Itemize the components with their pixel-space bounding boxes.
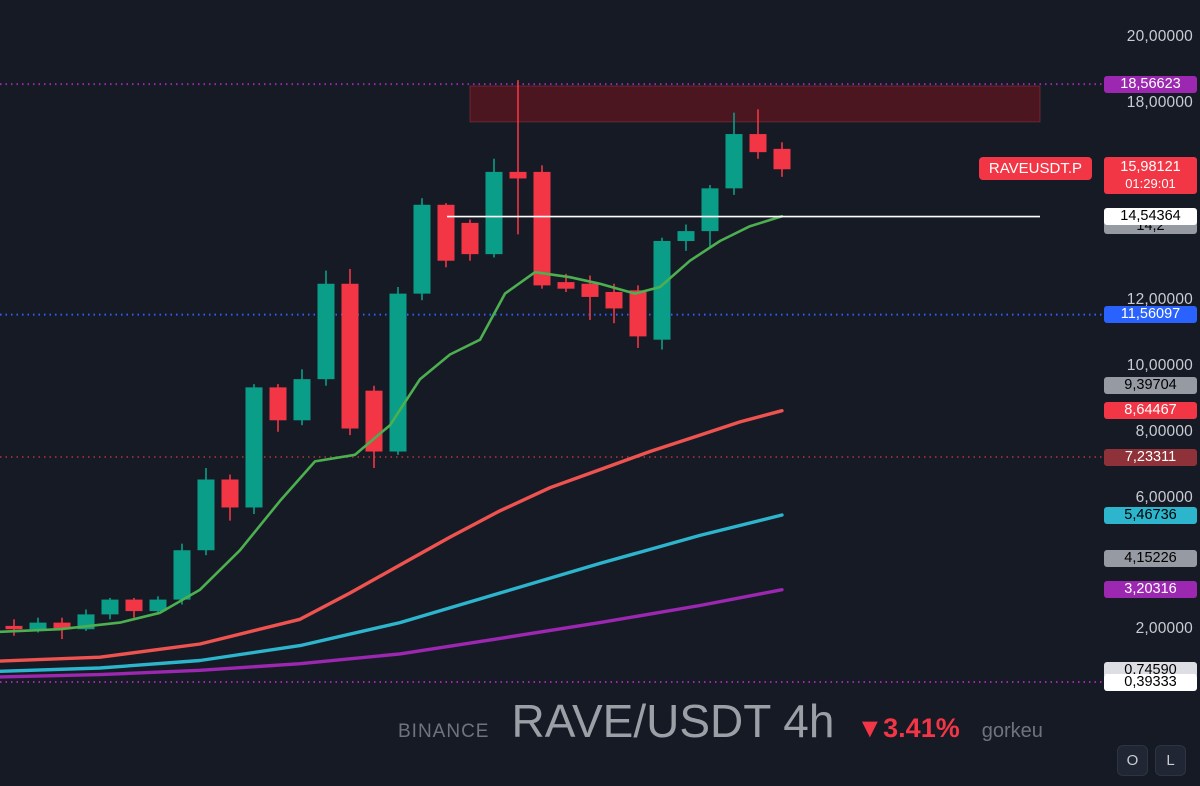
candle-body <box>29 622 47 630</box>
candle-body <box>581 283 599 297</box>
username-watermark: gorkeu <box>981 720 1043 742</box>
ma-line-slowest-purple <box>0 588 784 679</box>
candle-body <box>677 231 695 241</box>
candle-body <box>197 479 215 551</box>
bar-countdown: 01:29:01 <box>1125 176 1176 191</box>
ma-line-fast-green <box>0 215 784 634</box>
indicator-badge-9-39704[interactable]: 9,39704 <box>1104 377 1197 395</box>
candle-body <box>557 282 575 289</box>
chart-watermark: BINANCE RAVE/USDT 4h ▼3.41% gorkeu <box>398 694 1043 748</box>
axis-tick-10: 10,00000 <box>1126 357 1193 374</box>
indicator-badge-4-15226[interactable]: 4,15226 <box>1104 549 1197 567</box>
candle-body <box>317 283 335 380</box>
candle-body <box>53 622 71 630</box>
candle-body <box>293 379 311 421</box>
candle-body <box>389 293 407 452</box>
axis-tick-20: 20,00000 <box>1126 28 1193 45</box>
price-axis[interactable]: 20,00000 18,00000 12,00000 10,00000 8,00000 6… <box>1100 0 1200 786</box>
level-badge-0-39333[interactable]: 0,39333 <box>1104 673 1197 691</box>
candle-body <box>5 625 23 630</box>
candle-body <box>125 599 143 612</box>
candle-body <box>101 599 119 615</box>
candle-body <box>149 599 167 612</box>
candle-body <box>701 188 719 232</box>
candle-body <box>461 222 479 255</box>
axis-tick-8: 8,00000 <box>1135 422 1193 440</box>
candle-body <box>509 171 527 179</box>
candle-body <box>413 204 431 294</box>
ma-badge-teal-5-46736[interactable]: 5,46736 <box>1104 506 1197 524</box>
axis-tick-12: 12,00000 <box>1126 291 1193 309</box>
level-badge-18-56623[interactable]: 18,56623 <box>1104 75 1197 93</box>
candle-body <box>749 134 767 153</box>
symbol-interval-title: RAVE/USDT 4h <box>511 695 835 747</box>
ma-line-mid-red <box>0 409 784 663</box>
candle-body <box>629 290 647 337</box>
axis-tick-6: 6,00000 <box>1135 488 1193 506</box>
candle-body <box>173 550 191 600</box>
candle-body <box>341 283 359 429</box>
level-badge-7-23311[interactable]: 7,23311 <box>1104 448 1197 466</box>
axis-tick-18: 18,00000 <box>1126 93 1193 111</box>
candle-body <box>605 291 623 309</box>
candle-body <box>269 387 287 421</box>
candle-body <box>485 171 503 255</box>
corner-button-group: O L <box>1117 745 1186 776</box>
symbol-price-label[interactable]: RAVEUSDT.P <box>978 157 1092 180</box>
last-price-value: 15,98121 <box>1120 159 1181 175</box>
ma-line-slow-teal <box>0 513 784 673</box>
candle-body <box>773 148 791 170</box>
l-button[interactable]: L <box>1155 745 1186 776</box>
last-price-badge[interactable]: 15,98121 01:29:01 <box>1104 157 1197 194</box>
exchange-name: BINANCE <box>398 721 490 742</box>
o-button[interactable]: O <box>1117 745 1148 776</box>
candle-body <box>245 387 263 508</box>
price-line-badge-14-54364[interactable]: 14,54364 <box>1104 208 1197 225</box>
candle-body <box>221 479 239 508</box>
candle-body <box>725 134 743 189</box>
ma-badge-red-8-64467[interactable]: 8,64467 <box>1104 402 1197 420</box>
axis-tick-2: 2,00000 <box>1135 620 1193 638</box>
candle-body <box>653 240 671 340</box>
level-badge-11-56097[interactable]: 11,56097 <box>1104 306 1197 324</box>
price-change-percent: ▼3.41% <box>856 713 960 743</box>
candle-body <box>437 204 455 261</box>
ma-badge-purple-3-20316[interactable]: 3,20316 <box>1104 581 1197 599</box>
supply-zone[interactable] <box>469 85 1041 123</box>
candle-body <box>533 171 551 286</box>
